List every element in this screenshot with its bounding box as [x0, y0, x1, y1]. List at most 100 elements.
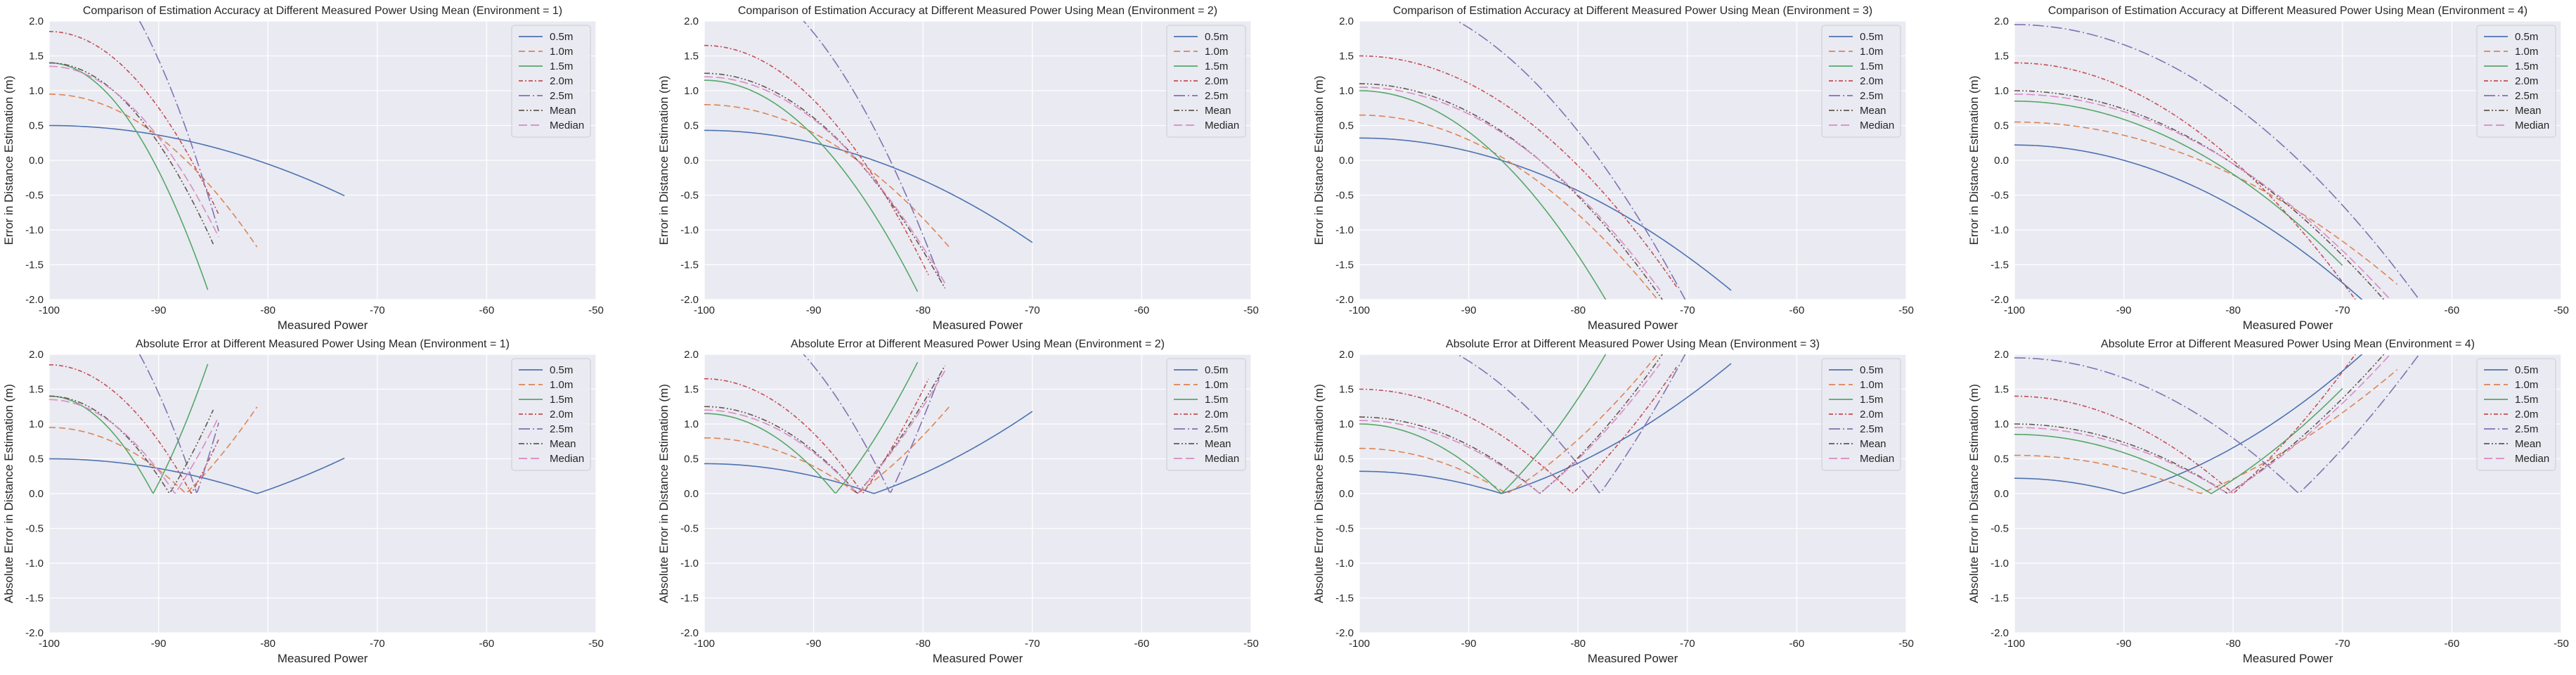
chart-3-series-line-1.5m	[1359, 90, 1607, 300]
chart-4-series-line-1.0m	[2014, 121, 2398, 285]
chart-5-y-tick-label: -2.0	[25, 627, 44, 639]
chart-7-y-tick-label: 1.5	[1339, 384, 1354, 396]
chart-7-x-tick-label: -80	[1570, 638, 1586, 650]
chart-4-y-tick-label: 0.0	[1994, 155, 2009, 167]
chart-4-x-axis-label: Measured Power	[2243, 319, 2334, 332]
chart-8-legend-label: Median	[2515, 453, 2549, 465]
chart-1-y-tick-label: 1.0	[29, 85, 44, 97]
chart-3-y-tick-label: -1.5	[1335, 259, 1354, 271]
chart-8-x-tick-label: -80	[2225, 638, 2241, 650]
chart-1-x-tick-label: -50	[588, 304, 604, 316]
chart-4-x-tick-label: -100	[2004, 304, 2025, 316]
chart-6-legend-box	[1166, 358, 1246, 471]
chart-5-legend-label: 2.0m	[550, 409, 573, 420]
chart-3-legend-label: 1.0m	[1860, 46, 1883, 58]
chart-2-series-line-1.5m	[704, 79, 919, 292]
chart-2-series-line-median	[704, 76, 946, 283]
chart-4-series-group	[2014, 24, 2420, 300]
chart-2-legend: 0.5m 1.0m 1.5m 2.0m 2.5m Mean Median	[1166, 25, 1246, 138]
chart-5-legend-box	[511, 358, 591, 471]
chart-6-y-tick-label: 1.0	[684, 418, 699, 430]
chart-7-legend-label: 1.0m	[1860, 379, 1883, 391]
chart-7-x-tick-label: -90	[1461, 638, 1477, 650]
chart-6-x-tick-label: -60	[1134, 638, 1150, 650]
chart-5-x-tick-label: -60	[479, 638, 495, 650]
chart-6-y-tick-label: -1.0	[680, 558, 699, 570]
chart-5-legend-label: 1.0m	[550, 379, 573, 391]
chart-7-series-line-1.5m	[1359, 354, 1607, 494]
chart-2-x-tick-label: -100	[694, 304, 715, 316]
chart-2-legend-label: 1.5m	[1205, 60, 1228, 72]
chart-7-y-tick-label: -1.0	[1335, 558, 1354, 570]
chart-8-legend-label: 2.0m	[2515, 409, 2538, 420]
chart-6-x-tick-label: -50	[1243, 638, 1259, 650]
chart-8-y-tick-label: -1.5	[1991, 593, 2009, 605]
chart-2: -100 -90 -80 -70 -60 -50 -2.0 -1.5 -1.0 -0.5 0.0 0.…	[657, 5, 1259, 332]
chart-5-legend-label: 1.5m	[550, 394, 573, 406]
chart-7-legend-box	[1821, 358, 1901, 471]
chart-8-series-line-0.5m	[2014, 354, 2363, 494]
chart-2-y-tick-label: -2.0	[680, 294, 699, 306]
chart-4-y-tick-label: -1.5	[1991, 259, 2009, 271]
chart-2-y-axis-label: Error in Distance Estimation (m)	[657, 76, 671, 245]
chart-6-title: Absolute Error at Different Measured Pow…	[791, 338, 1165, 350]
chart-4-y-tick-label: 0.5	[1994, 120, 2009, 132]
chart-5-x-tick-label: -70	[370, 638, 385, 650]
chart-5-y-tick-label: 1.0	[29, 418, 44, 430]
chart-1-series-line-1.0m	[49, 94, 258, 248]
chart-2-legend-label: 2.5m	[1205, 90, 1228, 102]
chart-4-y-tick-label: 1.0	[1994, 85, 2009, 97]
chart-4-y-axis-label: Error in Distance Estimation (m)	[1967, 76, 1981, 245]
chart-3-series-line-mean	[1359, 83, 1663, 300]
chart-3-x-tick-label: -70	[1680, 304, 1695, 316]
chart-5-legend-label: 2.5m	[550, 423, 573, 435]
chart-6-x-tick-label: -90	[806, 638, 822, 650]
chart-4-x-tick-label: -50	[2554, 304, 2569, 316]
chart-3-y-tick-label: -2.0	[1335, 294, 1354, 306]
chart-6-series-line-2.5m	[803, 354, 940, 493]
chart-7-x-axis-label: Measured Power	[1588, 652, 1678, 665]
chart-5-series-line-mean	[49, 395, 214, 494]
chart-6-series-line-mean	[704, 365, 946, 494]
chart-6-legend-label: 1.5m	[1205, 394, 1228, 406]
chart-1-legend-label: 1.0m	[550, 46, 573, 58]
chart-3-x-tick-label: -80	[1570, 304, 1586, 316]
chart-3-series-group	[1359, 21, 1732, 300]
chart-4-y-tick-label: 1.5	[1994, 51, 2009, 63]
chart-2-y-tick-label: 1.0	[684, 85, 699, 97]
chart-3-x-tick-label: -60	[1789, 304, 1805, 316]
chart-1-title: Comparison of Estimation Accuracy at Dif…	[83, 5, 562, 17]
chart-7-x-tick-label: -50	[1898, 638, 1914, 650]
chart-3-title: Comparison of Estimation Accuracy at Dif…	[1393, 5, 1872, 17]
chart-8-x-axis-label: Measured Power	[2243, 652, 2334, 665]
chart-5-series-line-0.5m	[49, 457, 345, 494]
chart-6-x-tick-label: -100	[694, 638, 715, 650]
chart-1-x-tick-label: -90	[151, 304, 167, 316]
chart-4-x-tick-label: -90	[2116, 304, 2132, 316]
chart-3-series-line-1.0m	[1359, 114, 1659, 300]
chart-2-legend-label: Mean	[1205, 105, 1231, 117]
chart-8-legend-label: 2.5m	[2515, 423, 2538, 435]
chart-5-y-tick-label: -0.5	[25, 523, 44, 535]
chart-7-legend: 0.5m 1.0m 1.5m 2.0m 2.5m Mean Median	[1821, 358, 1901, 471]
chart-7: -100 -90 -80 -70 -60 -50 -2.0 -1.5 -1.0 -0.5 0.0 0.…	[1312, 338, 1914, 665]
chart-1-series-line-0.5m	[49, 124, 345, 197]
chart-1-legend-label: 2.5m	[550, 90, 573, 102]
chart-2-series-line-1.0m	[704, 104, 951, 249]
chart-1-legend-label: 1.5m	[550, 60, 573, 72]
chart-8-legend-label: 1.5m	[2515, 394, 2538, 406]
chart-7-legend-label: 2.5m	[1860, 423, 1883, 435]
chart-8-series-line-mean	[2014, 354, 2385, 494]
chart-1-y-tick-label: 1.5	[29, 51, 44, 63]
chart-8-y-tick-label: -2.0	[1991, 627, 2009, 639]
chart-1-y-tick-label: 2.0	[29, 15, 44, 27]
chart-4-legend-label: 0.5m	[2515, 31, 2538, 43]
chart-7-y-tick-label: -2.0	[1335, 627, 1354, 639]
chart-7-x-tick-label: -70	[1680, 638, 1695, 650]
chart-6-y-tick-label: -1.5	[680, 593, 699, 605]
chart-8-legend-label: Mean	[2515, 438, 2542, 450]
chart-3-legend-label: 2.0m	[1860, 75, 1883, 87]
chart-5-x-tick-label: -50	[588, 638, 604, 650]
chart-8-y-axis-label: Absolute Error in Distance Estimation (m…	[1967, 384, 1981, 603]
chart-6-x-axis-label: Measured Power	[933, 652, 1023, 665]
